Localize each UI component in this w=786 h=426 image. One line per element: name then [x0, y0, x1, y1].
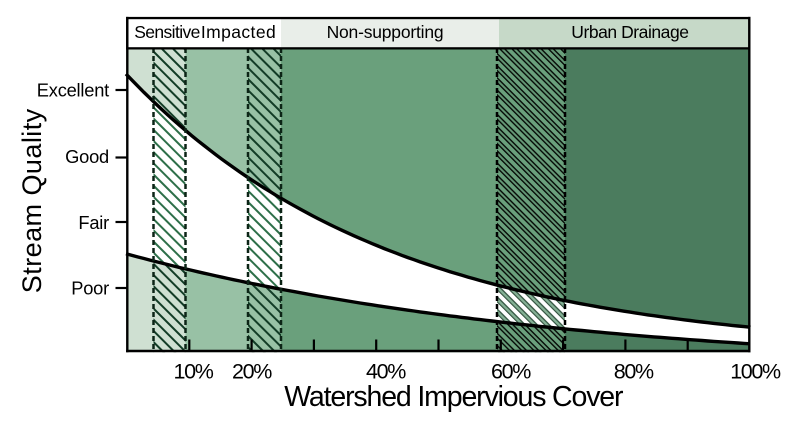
- svg-text:80%: 80%: [614, 360, 654, 384]
- svg-text:60%: 60%: [491, 360, 531, 384]
- svg-text:10%: 10%: [174, 360, 214, 384]
- svg-text:Good: Good: [65, 146, 109, 167]
- svg-text:Poor: Poor: [71, 278, 109, 299]
- svg-text:100%: 100%: [730, 360, 781, 384]
- svg-text:Sensitive: Sensitive: [134, 22, 200, 42]
- svg-text:Watershed Impervious Cover: Watershed Impervious Cover: [284, 381, 624, 413]
- svg-text:Impacted: Impacted: [201, 22, 276, 42]
- svg-text:Fair: Fair: [78, 212, 109, 233]
- svg-text:Non-supporting: Non-supporting: [327, 22, 444, 42]
- svg-text:40%: 40%: [366, 360, 406, 384]
- svg-text:Urban Drainage: Urban Drainage: [571, 22, 688, 42]
- svg-text:20%: 20%: [232, 360, 272, 384]
- svg-text:Excellent: Excellent: [37, 79, 109, 100]
- svg-text:Stream Quality: Stream Quality: [17, 108, 47, 293]
